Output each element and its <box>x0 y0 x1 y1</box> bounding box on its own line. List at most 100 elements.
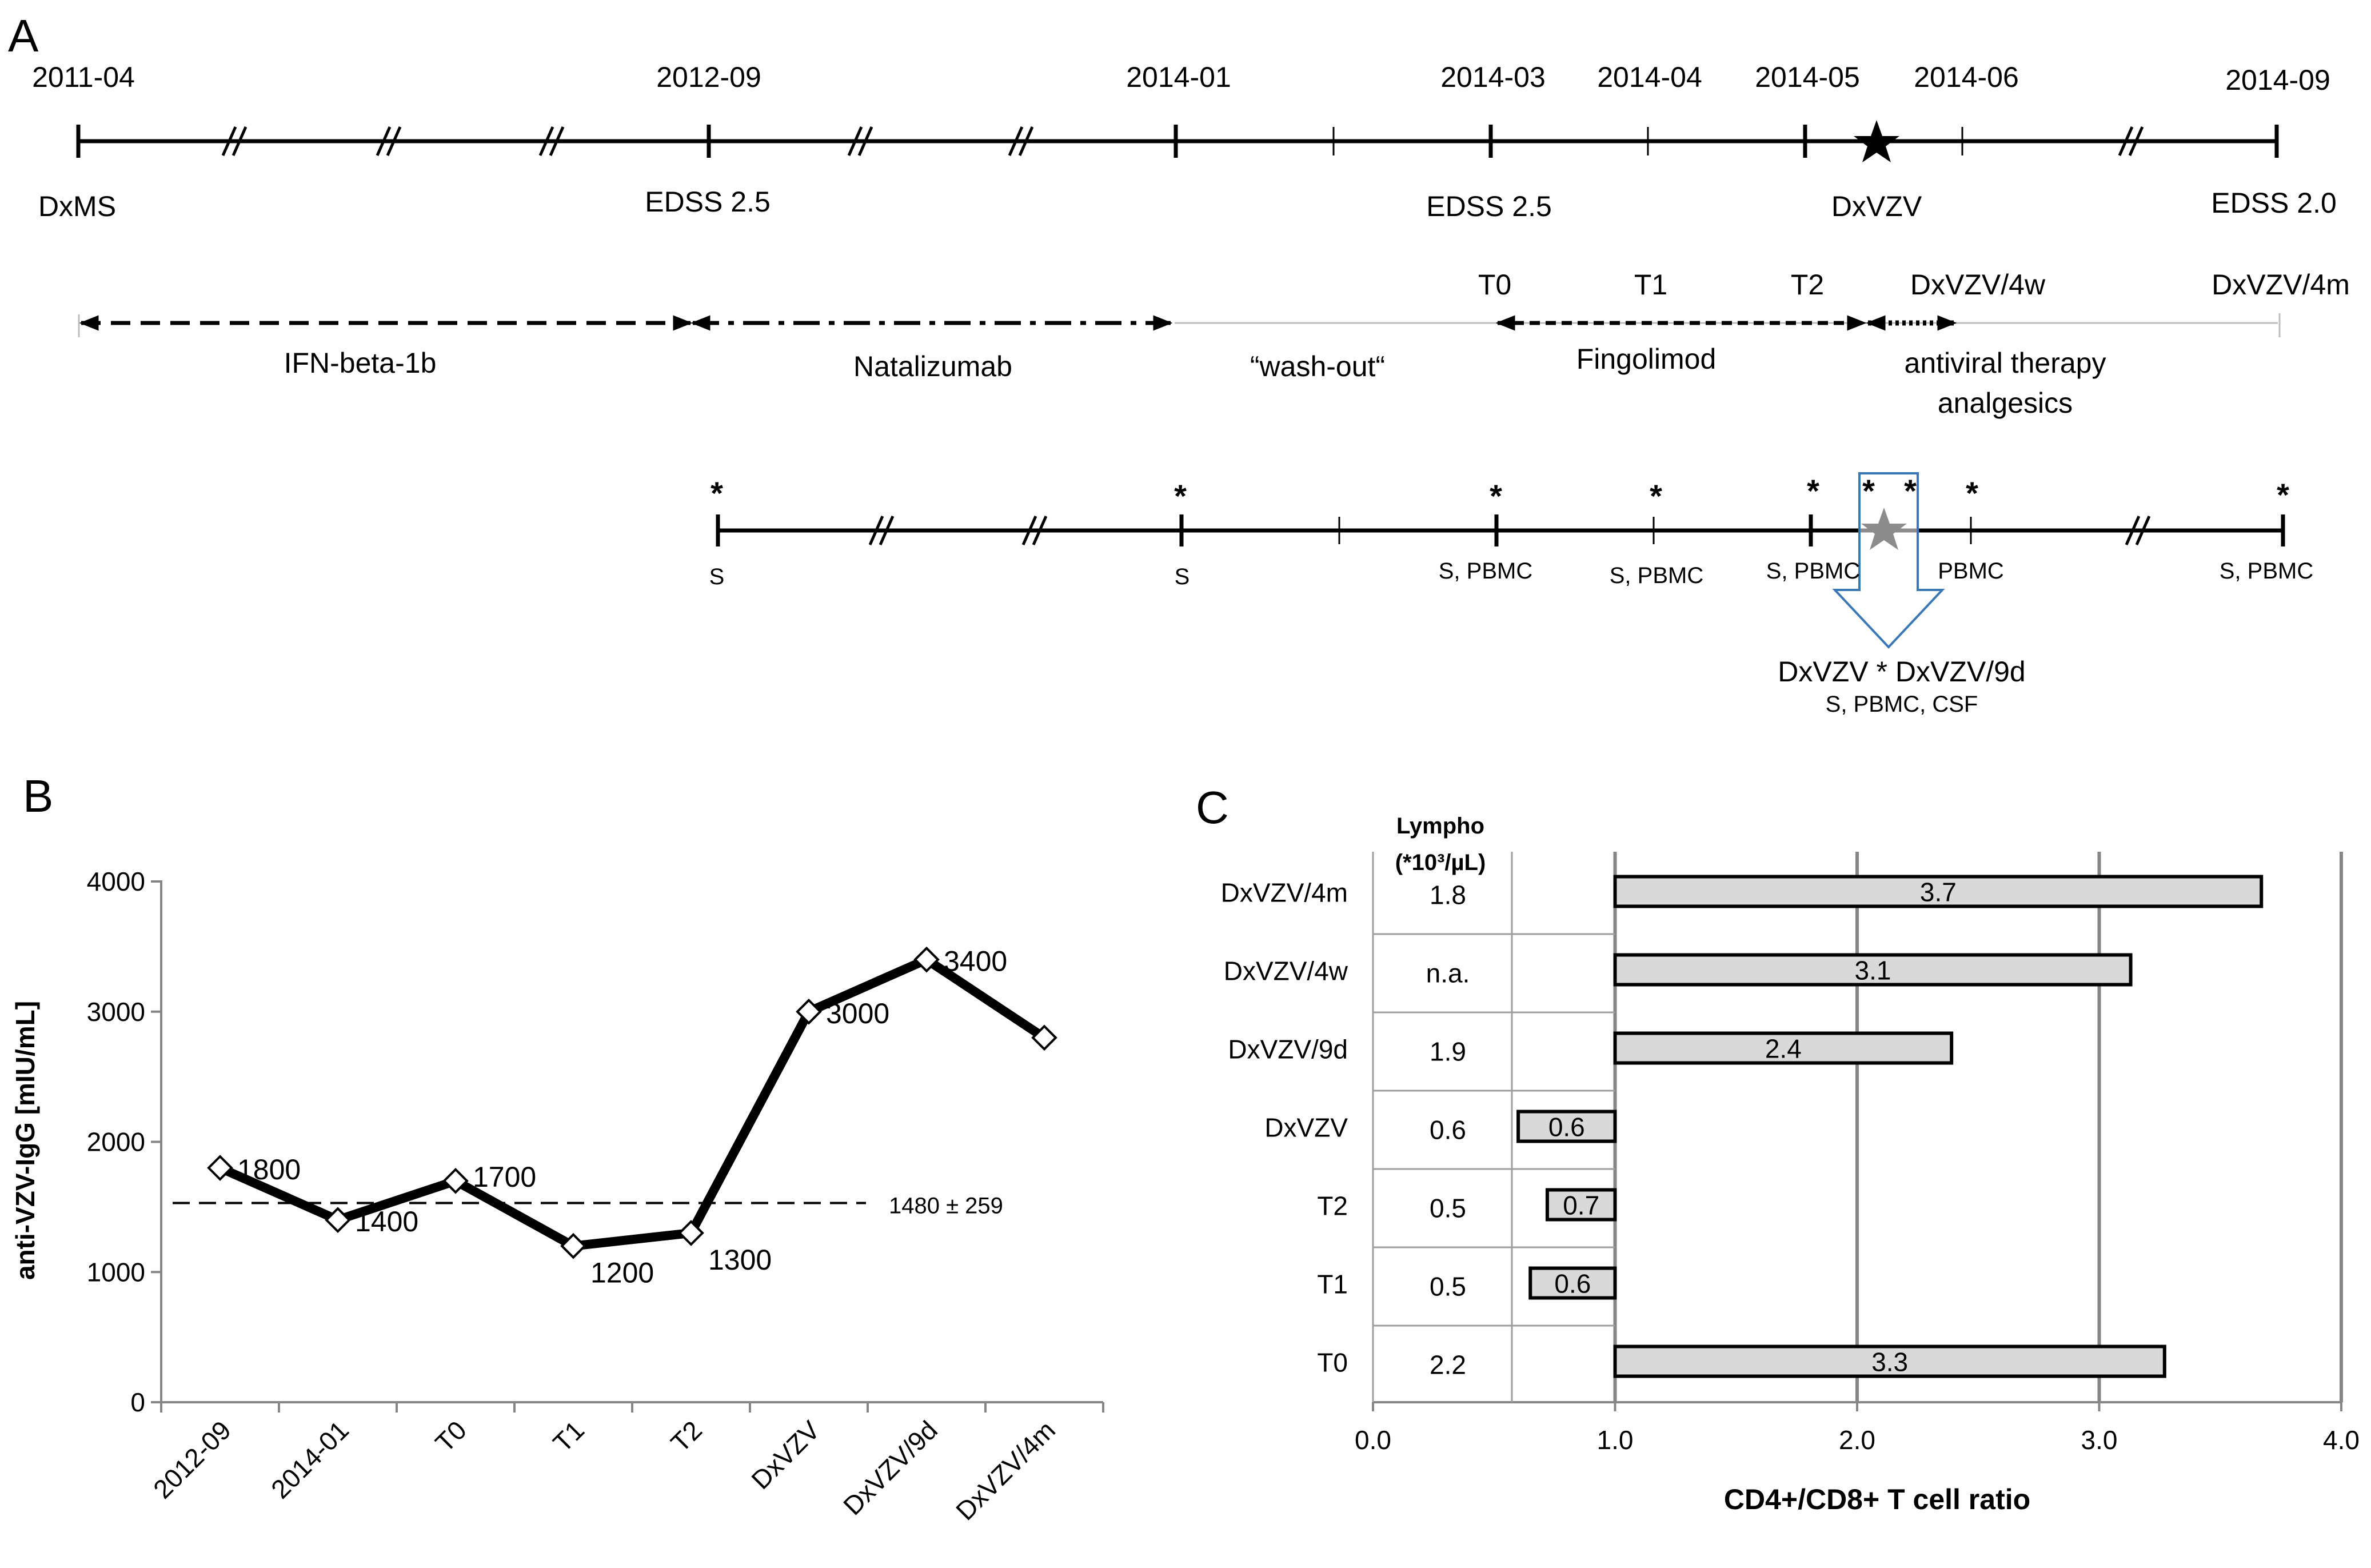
c-x-axis-label: CD4+/CD8+ T cell ratio <box>1724 1483 2030 1515</box>
category-label: DxVZV <box>1264 1113 1348 1143</box>
bar <box>1516 1110 1617 1143</box>
asterisk-icon: * <box>1807 473 1819 509</box>
axis-break-marks <box>868 515 2151 546</box>
therapy-label: analgesics <box>1938 387 2073 419</box>
date-label: 2012-09 <box>656 61 761 93</box>
sample-label: S, PBMC <box>1766 558 1860 584</box>
x-tick-label: 2014-01 <box>265 1415 354 1504</box>
lympho-value: 0.6 <box>1430 1115 1466 1145</box>
data-label: 1300 <box>708 1244 772 1276</box>
bar-label: 0.6 <box>1548 1112 1585 1142</box>
asterisk-icon: * <box>1490 478 1502 514</box>
data-point <box>325 1207 351 1233</box>
sample-label: PBMC <box>1938 558 2004 584</box>
asterisk-icon: * <box>710 475 723 511</box>
therapy-label: Fingolimod <box>1576 343 1717 375</box>
x-tick-label: DxVZV/9d <box>837 1415 943 1521</box>
data-point <box>442 1167 469 1194</box>
category-label: T1 <box>1317 1270 1348 1299</box>
data-label: 1400 <box>355 1206 418 1238</box>
time-label: DxVZV/4m <box>2212 269 2350 301</box>
sampling-timeline: * * * * * * * * * S S S, PBMC S, PBMC S,… <box>709 472 2314 717</box>
panel-b: B 0 1000 2000 3000 4000 2012-09 2014-01 T0 T1 T2… <box>10 771 1104 1526</box>
panel-a: A <box>8 10 2350 717</box>
lympho-value: 1.9 <box>1430 1037 1466 1067</box>
panel-a-label: A <box>8 10 39 61</box>
sample-labels: S S S, PBMC S, PBMC S, PBMC PBMC S, PBMC <box>709 558 2314 589</box>
therapy-label: Natalizumab <box>853 350 1012 382</box>
timeline-minor-ticks <box>1332 127 1963 155</box>
timeline-dates: 2011-04 2012-09 2014-01 2014-03 2014-04 … <box>32 61 2330 96</box>
data-label: 1800 <box>237 1154 301 1186</box>
time-label: DxVZV/4w <box>1910 269 2046 301</box>
x-tick-label: DxVZV <box>745 1415 825 1495</box>
lympho-value: 1.8 <box>1430 880 1466 910</box>
lympho-table: Lympho (*10³/µL) 1.8 DxVZV/4m n.a. DxVZV/4w 1.… <box>1221 813 1615 1402</box>
lympho-value: 2.2 <box>1430 1350 1466 1380</box>
x-tick-label: T2 <box>665 1415 708 1458</box>
timeline-major-ticks <box>76 125 2279 158</box>
asterisk-icon: * <box>1966 475 1978 511</box>
callout-arrow <box>1832 472 1945 649</box>
event-label: DxMS <box>38 190 116 222</box>
bar-label: 2.4 <box>1765 1034 1802 1064</box>
event-label: DxVZV <box>1831 190 1922 222</box>
data-point <box>678 1220 704 1246</box>
timeline-main: 2011-04 2012-09 2014-01 2014-03 2014-04 … <box>32 61 2337 222</box>
time-labels: T0 T1 T2 DxVZV/4w DxVZV/4m <box>1478 269 2350 301</box>
sample-label: S, PBMC <box>2220 558 2313 584</box>
data-label: 3400 <box>944 945 1007 977</box>
star-icon <box>1854 120 1899 162</box>
lympho-value: 0.5 <box>1430 1194 1466 1223</box>
bar-label: 0.7 <box>1563 1191 1599 1220</box>
data-point <box>796 998 822 1025</box>
y-tick-label: 3000 <box>87 997 145 1027</box>
panel-c-label: C <box>1196 782 1229 833</box>
x-tick-label: T0 <box>429 1415 472 1458</box>
sample-label: S <box>709 564 725 589</box>
bar <box>1613 1344 2166 1378</box>
date-label: 2011-04 <box>32 61 135 93</box>
bar <box>1528 1266 1617 1300</box>
reference-line-label: 1480 ± 259 <box>889 1194 1003 1219</box>
data-point <box>1031 1024 1057 1051</box>
date-label: 2014-06 <box>1914 61 2019 93</box>
x-tick-label: DxVZV/4m <box>950 1415 1061 1526</box>
asterisk-icon: * <box>1904 473 1917 509</box>
x-tick-label: 2.0 <box>1839 1425 1875 1455</box>
lympho-value: 0.5 <box>1430 1272 1466 1302</box>
b-data-points <box>207 946 1057 1259</box>
event-label: EDSS 2.0 <box>2211 187 2337 219</box>
event-label: EDSS 2.5 <box>645 186 771 218</box>
therapy-label: IFN-beta-1b <box>284 347 437 379</box>
table-header: (*10³/µL) <box>1395 850 1486 875</box>
asterisk-icon: * <box>1174 478 1187 514</box>
x-tick-label: 3.0 <box>2081 1425 2118 1455</box>
data-label: 3000 <box>826 998 889 1030</box>
sample-label: S, PBMC <box>1610 563 1703 588</box>
bar-label: 3.3 <box>1871 1347 1908 1377</box>
time-label: T2 <box>1791 269 1824 301</box>
time-label: T0 <box>1478 269 1511 301</box>
b-y-ticks: 0 1000 2000 3000 4000 <box>87 867 161 1417</box>
panel-b-label: B <box>23 771 53 821</box>
bar-label: 3.1 <box>1855 956 1891 986</box>
category-label: DxVZV/4w <box>1224 956 1348 986</box>
b-data-labels: 1800 1400 1700 1200 1300 3000 3400 <box>237 945 1007 1289</box>
x-tick-label: 4.0 <box>2323 1425 2360 1455</box>
timeline-events: DxMS EDSS 2.5 EDSS 2.5 DxVZV EDSS 2.0 <box>38 186 2337 222</box>
bar <box>1613 1031 1954 1065</box>
callout-title: DxVZV * DxVZV/9d <box>1778 656 2025 688</box>
asterisk-icon: * <box>1862 473 1875 509</box>
therapy-timeline: T0 T1 T2 DxVZV/4w DxVZV/4m IFN-beta-1b N… <box>78 269 2350 419</box>
panel-c: C Lympho (*10³/µL) 1.8 DxVZV/4m n.a. DxVZV/4w… <box>1196 782 2360 1515</box>
date-label: 2014-04 <box>1597 61 1702 93</box>
bar <box>1613 875 2264 908</box>
x-tick-label: T1 <box>547 1415 590 1458</box>
y-tick-label: 0 <box>130 1387 145 1417</box>
category-label: T0 <box>1317 1348 1348 1378</box>
y-tick-label: 4000 <box>87 867 145 896</box>
therapy-label: antiviral therapy <box>1905 347 2106 379</box>
data-point <box>913 946 940 973</box>
